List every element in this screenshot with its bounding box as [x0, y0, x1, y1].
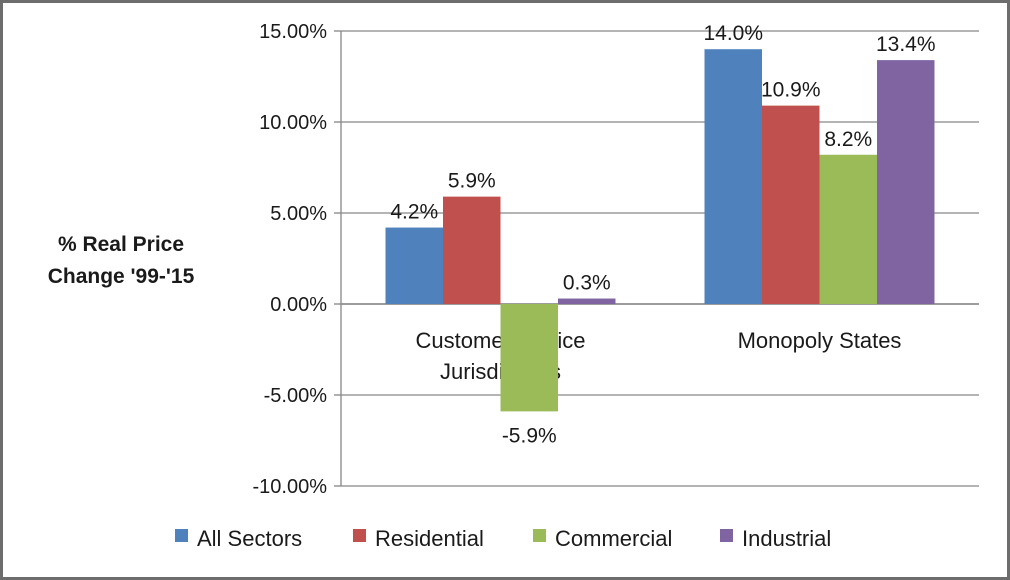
- y-tick-label: 15.00%: [259, 21, 327, 43]
- y-tick-label: 0.00%: [270, 294, 327, 316]
- data-label: -5.9%: [502, 424, 557, 447]
- data-label: 5.9%: [448, 170, 496, 193]
- y-tick-label: -10.00%: [253, 476, 328, 498]
- data-label: 8.2%: [824, 128, 872, 151]
- legend-swatch: [353, 529, 366, 542]
- legend-swatch: [720, 529, 733, 542]
- y-tick-label: -5.00%: [264, 385, 328, 407]
- bar: [558, 298, 616, 304]
- bar-chart: 15.00%10.00%5.00%0.00%-5.00%-10.00%Custo…: [48, 21, 979, 551]
- legend-label: Commercial: [555, 526, 672, 551]
- legend-label: Residential: [375, 526, 484, 551]
- data-labels: 4.2% 14.0% 5.9% 10.9% -5.9% 8.2% 0.3% 13.4%: [390, 22, 935, 447]
- data-label: 13.4%: [876, 33, 936, 56]
- category-label: Monopoly States: [738, 328, 902, 353]
- data-label: 10.9%: [761, 79, 821, 102]
- y-tick-label: 5.00%: [270, 203, 327, 225]
- data-label: 4.2%: [390, 201, 438, 224]
- y-axis-title: % Real Price Change '99-'15: [48, 233, 195, 288]
- legend: All Sectors Residential Commercial Industri…: [175, 526, 831, 551]
- bar: [704, 49, 762, 305]
- data-label: 0.3%: [563, 272, 611, 295]
- data-label: 14.0%: [703, 22, 763, 45]
- legend-label: All Sectors: [197, 526, 302, 551]
- y-tick-label: 10.00%: [259, 112, 327, 134]
- bar: [385, 227, 443, 304]
- legend-label: Industrial: [742, 526, 831, 551]
- bars: [385, 49, 935, 412]
- bar: [762, 105, 820, 305]
- bar: [877, 60, 935, 305]
- y-axis-title-line: % Real Price: [58, 233, 184, 256]
- legend-swatch: [175, 529, 188, 542]
- bar: [443, 196, 501, 304]
- legend-swatch: [533, 529, 546, 542]
- bar: [819, 154, 877, 304]
- bar: [500, 304, 558, 412]
- y-axis-title-line: Change '99-'15: [48, 265, 195, 288]
